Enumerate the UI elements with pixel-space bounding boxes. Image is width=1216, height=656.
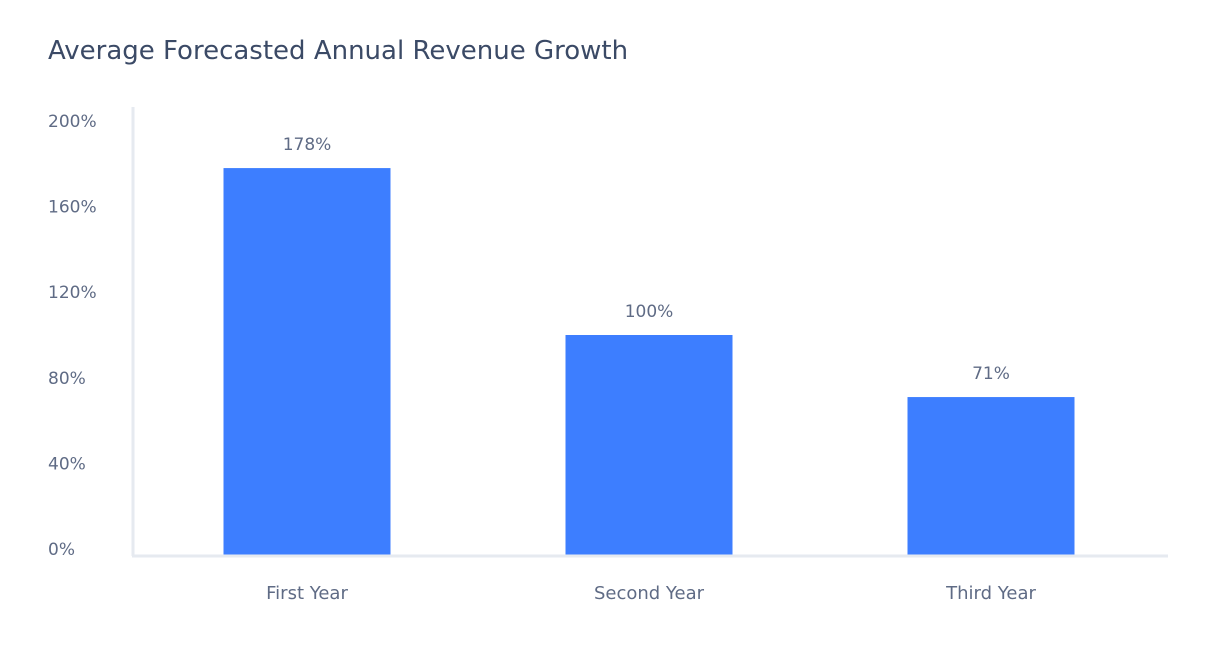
- bar: [223, 168, 391, 555]
- y-tick-label: 0%: [48, 540, 75, 560]
- x-axis-ticks: First Year Second Year Third Year: [266, 583, 1036, 604]
- x-tick-label: First Year: [266, 583, 348, 604]
- y-tick-label: 160%: [48, 198, 97, 218]
- bars: [223, 168, 1075, 555]
- chart-title: Average Forecasted Annual Revenue Growth: [48, 36, 629, 66]
- bar: [907, 397, 1075, 555]
- data-labels: 178% 100% 71%: [283, 135, 1010, 384]
- y-tick-label: 40%: [48, 454, 86, 474]
- bar-value-label: 100%: [625, 302, 674, 322]
- bar-value-label: 178%: [283, 135, 332, 155]
- bar: [565, 335, 733, 555]
- y-axis-ticks: 0% 40% 80% 120% 160% 200%: [48, 112, 97, 560]
- x-tick-label: Second Year: [594, 583, 705, 604]
- y-tick-label: 80%: [48, 369, 86, 389]
- y-tick-label: 200%: [48, 112, 97, 132]
- bar-value-label: 71%: [972, 364, 1010, 384]
- y-tick-label: 120%: [48, 283, 97, 303]
- x-tick-label: Third Year: [945, 583, 1036, 604]
